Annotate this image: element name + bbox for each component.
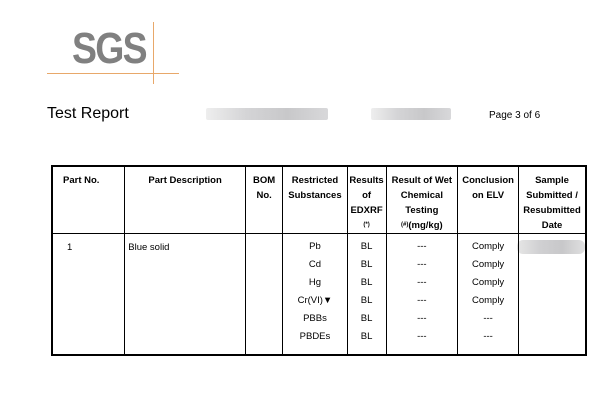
substance: Cd bbox=[308, 259, 322, 270]
page-number: Page 3 of 6 bbox=[489, 110, 541, 121]
wet-result: --- bbox=[417, 295, 427, 306]
conclusion: Comply bbox=[471, 259, 505, 270]
header-restricted-substances: Restricted Substances bbox=[282, 166, 348, 234]
edxrf-result: BL bbox=[360, 295, 373, 306]
wet-result: --- bbox=[417, 313, 427, 324]
wet-cell: --- --- --- --- --- --- bbox=[385, 233, 459, 355]
redacted-date bbox=[517, 240, 585, 254]
edxrf-result: BL bbox=[360, 259, 373, 270]
wet-result: --- bbox=[417, 277, 427, 288]
header-bom-no: BOM No. bbox=[244, 166, 284, 234]
sample-date-cell bbox=[517, 233, 587, 355]
report-title: Test Report bbox=[47, 105, 129, 122]
logo-rule-horizontal bbox=[47, 73, 179, 74]
edxrf-result: BL bbox=[360, 331, 373, 342]
substance: Pb bbox=[309, 241, 321, 252]
header-part-no: Part No. bbox=[51, 166, 126, 234]
table-row: 1 Blue solid Pb Cd Hg Cr(VI)▼ PBBs PBDEs… bbox=[51, 233, 587, 355]
table-header-row: Part No. Part Description BOM No. Restri… bbox=[51, 166, 587, 234]
wet-result: --- bbox=[417, 331, 427, 342]
edxrf-result: BL bbox=[360, 313, 373, 324]
header-edxrf: Results of EDXRF (*) bbox=[346, 166, 387, 234]
header-wet-chemical: Result of Wet Chemical Testing (#)(mg/kg) bbox=[385, 166, 459, 234]
header-part-description: Part Description bbox=[124, 166, 246, 234]
conclusion: Comply bbox=[471, 241, 505, 252]
conclusion: Comply bbox=[471, 295, 505, 306]
bom-no bbox=[244, 233, 284, 355]
wet-result: --- bbox=[417, 241, 427, 252]
substance: Cr(VI)▼ bbox=[297, 295, 333, 306]
substances-cell: Pb Cd Hg Cr(VI)▼ PBBs PBDEs bbox=[282, 233, 348, 355]
results-table: Part No. Part Description BOM No. Restri… bbox=[51, 165, 587, 356]
edxrf-result: BL bbox=[360, 241, 373, 252]
wet-result: --- bbox=[417, 259, 427, 270]
part-description: Blue solid bbox=[124, 233, 246, 355]
edxrf-result: BL bbox=[360, 277, 373, 288]
conclusion: --- bbox=[483, 331, 493, 342]
header-conclusion: Conclusion on ELV bbox=[457, 166, 519, 234]
sgs-logo: SGS bbox=[72, 24, 148, 73]
logo-rule-vertical bbox=[153, 22, 154, 84]
part-no: 1 bbox=[51, 233, 126, 355]
redacted-text bbox=[206, 108, 328, 120]
conclusion-cell: Comply Comply Comply Comply --- --- bbox=[457, 233, 519, 355]
edxrf-cell: BL BL BL BL BL BL bbox=[346, 233, 387, 355]
header-sample-date: Sample Submitted / Resubmitted Date bbox=[518, 166, 587, 234]
conclusion: Comply bbox=[471, 277, 505, 288]
substance: Hg bbox=[308, 277, 322, 288]
conclusion: --- bbox=[483, 313, 493, 324]
redacted-text bbox=[371, 108, 451, 120]
substance: PBBs bbox=[303, 313, 327, 324]
substance: PBDEs bbox=[299, 331, 331, 342]
